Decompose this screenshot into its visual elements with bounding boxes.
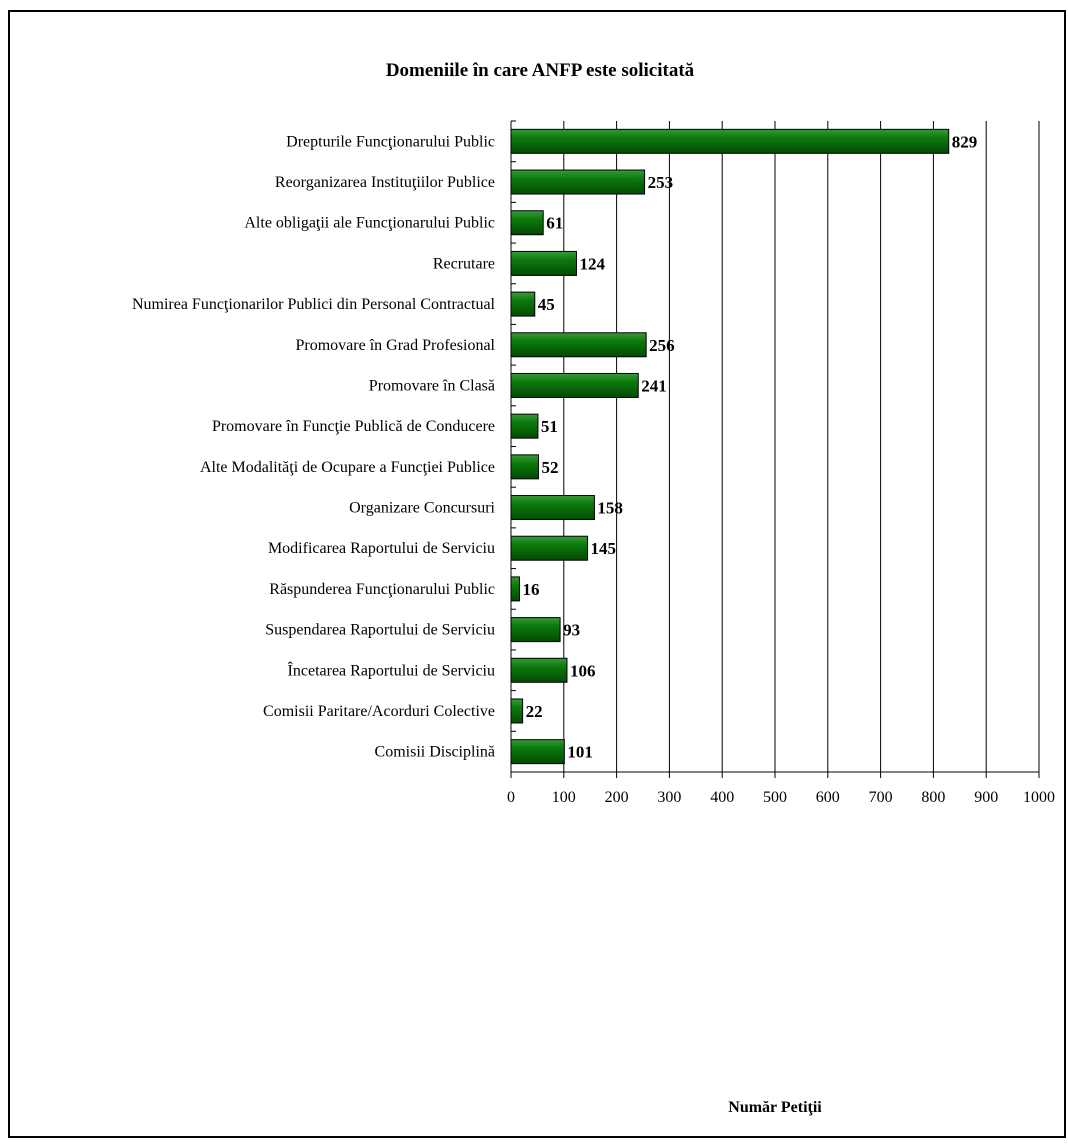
- data-label: 145: [591, 539, 617, 558]
- bars-layer: 829 253 61 124 45 256 241 51 52 158 145 16 93 106 22 10…: [510, 128, 978, 765]
- category-label: Comisii Paritare/Acorduri Colective: [263, 703, 495, 720]
- bar: [510, 291, 536, 317]
- data-label: 158: [597, 499, 623, 518]
- x-tick-label: 1000: [1023, 789, 1055, 806]
- x-tick-label: 800: [921, 789, 945, 806]
- category-label: Reorganizarea Instituţiilor Publice: [275, 174, 495, 191]
- data-label: 51: [541, 417, 558, 436]
- data-label: 61: [546, 214, 563, 233]
- grid-layer: [563, 121, 1040, 772]
- category-label: Organizare Concursuri: [349, 500, 495, 517]
- bar: [510, 250, 577, 276]
- x-tick-label: 700: [869, 789, 893, 806]
- bar: [510, 128, 950, 154]
- bar: [510, 576, 520, 602]
- category-label: Încetarea Raportului de Serviciu: [288, 660, 495, 679]
- axis-layer: 0 100 200 300 400 500 600 700 800 900 1000 Drepturi…: [132, 120, 1055, 806]
- bar: [510, 617, 561, 643]
- data-label: 241: [641, 376, 667, 395]
- x-tick-label: 900: [974, 789, 998, 806]
- chart-frame: [8, 10, 1066, 1138]
- bar: [510, 210, 544, 236]
- x-tick-label: 300: [657, 789, 681, 806]
- chart-title: Domeniile în care ANFP este solicitată: [386, 60, 695, 81]
- data-label: 256: [649, 336, 675, 355]
- category-label: Răspunderea Funcţionarului Public: [269, 581, 495, 598]
- bar: [510, 739, 565, 765]
- category-label: Promovare în Funcţie Publică de Conducer…: [212, 418, 495, 435]
- data-label: 16: [522, 580, 539, 599]
- category-label: Drepturile Funcţionarului Public: [286, 133, 495, 150]
- bar: [510, 698, 524, 724]
- x-tick-label: 0: [507, 789, 515, 806]
- x-tick-label: 100: [552, 789, 576, 806]
- x-tick-label: 200: [605, 789, 629, 806]
- x-axis-title: Număr Petiţii: [728, 1099, 822, 1116]
- data-label: 45: [538, 295, 555, 314]
- x-tick-label: 400: [710, 789, 734, 806]
- data-label: 93: [563, 621, 580, 640]
- category-label: Modificarea Raportului de Serviciu: [268, 540, 495, 557]
- data-label: 101: [567, 743, 593, 762]
- x-tick-label: 600: [816, 789, 840, 806]
- bar: [510, 535, 589, 561]
- data-label: 106: [570, 661, 596, 680]
- category-label: Promovare în Clasă: [369, 377, 495, 394]
- category-label: Comisii Disciplină: [375, 744, 495, 761]
- category-label: Numirea Funcţionarilor Publici din Perso…: [132, 296, 496, 313]
- data-label: 124: [579, 254, 605, 273]
- bar: [510, 657, 568, 683]
- category-label: Suspendarea Raportului de Serviciu: [265, 622, 495, 639]
- data-label: 22: [526, 702, 543, 721]
- category-label: Recrutare: [433, 255, 495, 272]
- bar: [510, 169, 646, 195]
- bar: [510, 413, 539, 439]
- data-label: 829: [952, 132, 978, 151]
- bar: [510, 372, 639, 398]
- data-label: 52: [541, 458, 558, 477]
- bar: [510, 495, 595, 521]
- data-label: 253: [648, 173, 674, 192]
- bar: [510, 454, 539, 480]
- x-tick-label: 500: [763, 789, 787, 806]
- category-label: Alte obligaţii ale Funcţionarului Public: [244, 215, 495, 232]
- category-label: Alte Modalităţi de Ocupare a Funcţiei Pu…: [200, 459, 495, 476]
- bar: [510, 332, 647, 358]
- category-label: Promovare în Grad Profesional: [295, 337, 495, 354]
